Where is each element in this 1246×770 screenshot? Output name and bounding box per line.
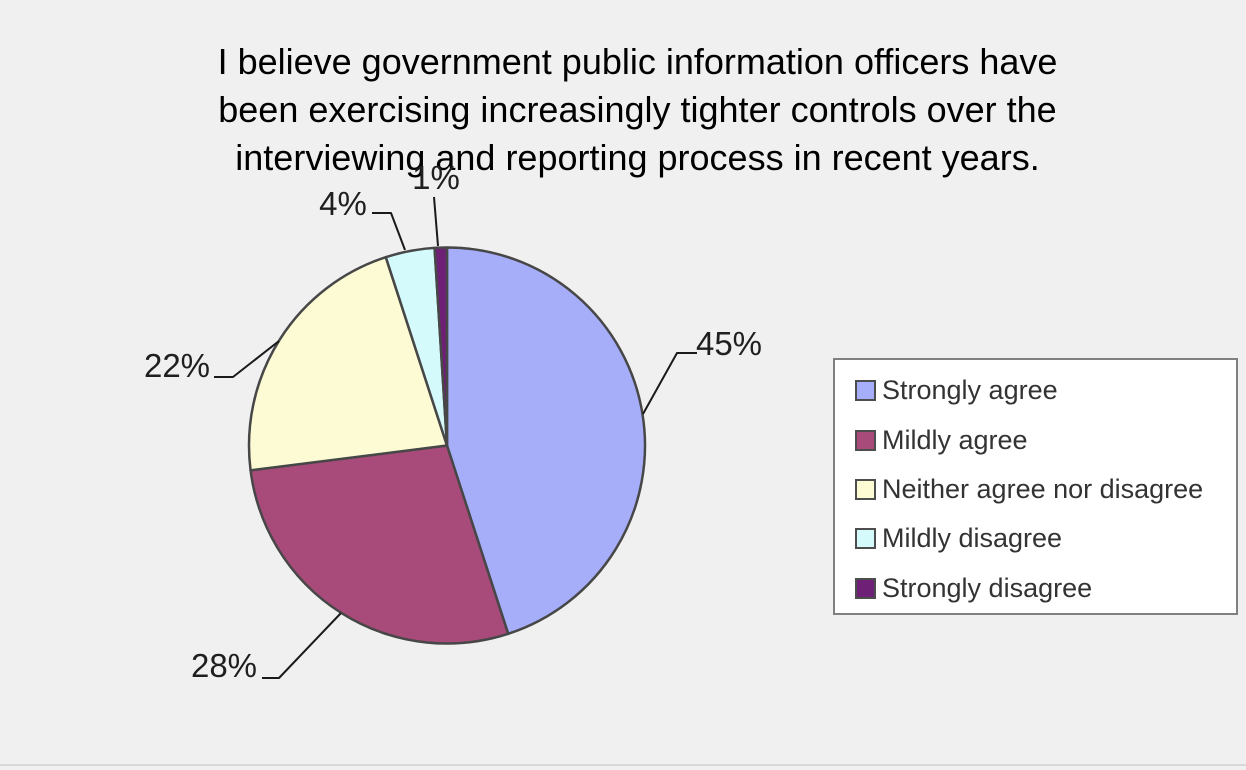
chart-title-line-3: interviewing and reporting process in re… — [235, 137, 1040, 178]
legend-swatch-icon — [855, 577, 876, 599]
legend-label: Neither agree nor disagree — [882, 474, 1204, 505]
legend-item-strongly-agree: Strongly agree — [855, 366, 1236, 415]
leader-line-45% — [642, 352, 697, 415]
slice-label-45%: 45% — [695, 325, 763, 362]
leader-line-22% — [214, 340, 280, 378]
legend-item-neither-agree-nor-disagree: Neither agree nor disagree — [855, 465, 1236, 514]
leader-lines — [214, 196, 697, 679]
slice-label-4%: 4% — [319, 185, 367, 222]
pie-slice-strongly-disagree — [433, 246, 449, 447]
legend-label: Strongly agree — [882, 375, 1058, 406]
legend-swatch-icon — [855, 429, 876, 451]
bottom-divider — [0, 764, 1246, 766]
chart-title-line-1: I believe government public information … — [217, 41, 1058, 82]
legend-swatch-icon — [855, 380, 876, 402]
legend-swatch-icon — [855, 528, 876, 550]
pie-slice-neither-agree-nor-disagree — [247, 255, 449, 472]
slice-label-22%: 22% — [143, 347, 211, 384]
legend-item-strongly-disagree: Strongly disagree — [855, 564, 1236, 613]
chart-title-line-2: been exercising increasingly tighter con… — [218, 89, 1057, 130]
pie-slice-mildly-agree — [249, 444, 510, 645]
pie-slices — [247, 246, 647, 645]
legend-item-mildly-disagree: Mildly disagree — [855, 514, 1236, 563]
legend-label: Mildly disagree — [882, 523, 1063, 554]
slice-label-1%: 1% — [412, 159, 460, 196]
legend-label: Strongly disagree — [882, 572, 1093, 603]
slice-label-28%: 28% — [190, 647, 258, 684]
legend: Strongly agree Mildly agree Neither agree … — [833, 358, 1238, 615]
leader-line-28% — [262, 612, 342, 679]
legend-item-mildly-agree: Mildly agree — [855, 415, 1236, 464]
chart-title: I believe government public information … — [30, 38, 1245, 182]
legend-label: Mildly agree — [882, 424, 1028, 455]
legend-swatch-icon — [855, 479, 876, 501]
leader-line-1% — [433, 196, 439, 247]
pie-slice-strongly-agree — [445, 246, 647, 636]
leader-line-4% — [372, 212, 406, 251]
